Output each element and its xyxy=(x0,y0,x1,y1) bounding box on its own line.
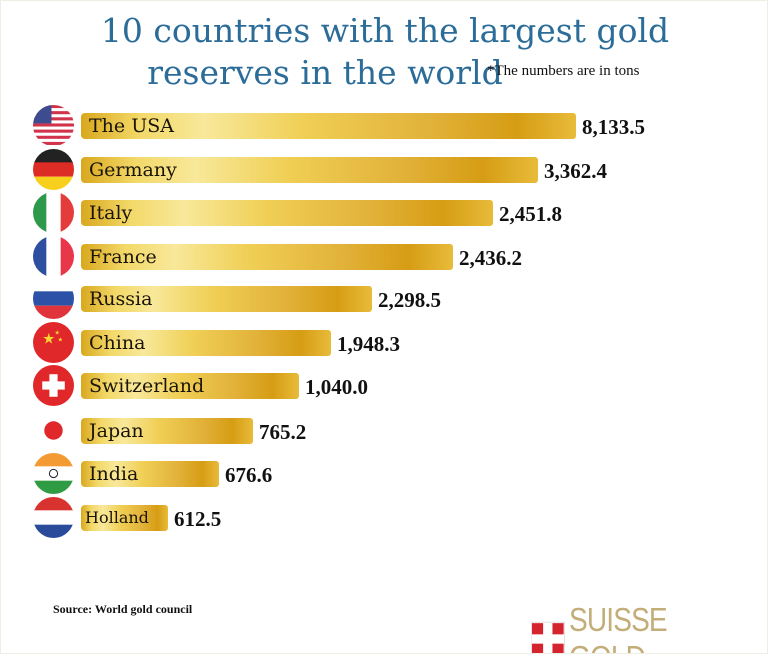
bar-8: Japan xyxy=(81,418,253,444)
chart-title-line-1: 10 countries with the largest gold xyxy=(100,11,670,50)
bar-10: Holland xyxy=(81,505,168,531)
category-label: China xyxy=(89,332,146,354)
value-label: 3,362.4 xyxy=(544,159,607,183)
suisse-gold-logo: SUISSE GOLD xyxy=(531,601,767,653)
value-label: 1,040.0 xyxy=(305,375,368,399)
svg-text:★: ★ xyxy=(42,332,55,348)
category-label: France xyxy=(89,246,157,268)
value-label: 612.5 xyxy=(174,507,222,531)
source-note: Source: World gold council xyxy=(53,602,193,616)
value-label: 2,451.8 xyxy=(499,202,562,226)
category-label: The USA xyxy=(89,115,174,137)
france-flag-icon xyxy=(33,236,74,277)
bar-5: Russia xyxy=(81,286,372,312)
value-label: 2,436.2 xyxy=(459,246,522,270)
logo-text: SUISSE GOLD xyxy=(568,601,668,653)
bar-4: France xyxy=(81,244,453,270)
switzerland-flag-icon xyxy=(33,365,74,406)
russia-flag-icon xyxy=(33,278,74,319)
chart-title-line-2: reserves in the world xyxy=(147,53,503,92)
category-label: Russia xyxy=(89,288,153,310)
germany-flag-icon xyxy=(33,149,74,190)
netherlands-flag-icon xyxy=(33,497,74,538)
value-label: 1,948.3 xyxy=(337,332,400,356)
category-label: Japan xyxy=(89,420,144,442)
usa-flag-icon xyxy=(33,105,74,146)
india-flag-icon xyxy=(33,453,74,494)
bar-3: Italy xyxy=(81,200,493,226)
italy-flag-icon xyxy=(33,192,74,233)
bar-1: The USA xyxy=(81,113,576,139)
china-flag-icon: ★ ★ ★ xyxy=(33,322,74,363)
bar-7: Switzerland xyxy=(81,373,299,399)
category-label: Switzerland xyxy=(89,375,205,397)
value-label: 765.2 xyxy=(259,420,307,444)
value-label: 2,298.5 xyxy=(378,288,441,312)
svg-text:★: ★ xyxy=(55,329,61,336)
svg-text:★: ★ xyxy=(58,336,64,343)
value-label: 8,133.5 xyxy=(582,115,645,139)
value-label: 676.6 xyxy=(225,463,273,487)
bar-6: China xyxy=(81,330,331,356)
category-label: Italy xyxy=(89,202,133,224)
units-note: *The numbers are in tons xyxy=(487,63,640,79)
category-label: Germany xyxy=(89,159,177,181)
bar-9: India xyxy=(81,461,219,487)
category-label: Holland xyxy=(85,508,149,527)
category-label: India xyxy=(89,463,139,485)
bar-2: Germany xyxy=(81,157,538,183)
swiss-cross-icon xyxy=(531,621,565,653)
japan-flag-icon xyxy=(33,410,74,451)
